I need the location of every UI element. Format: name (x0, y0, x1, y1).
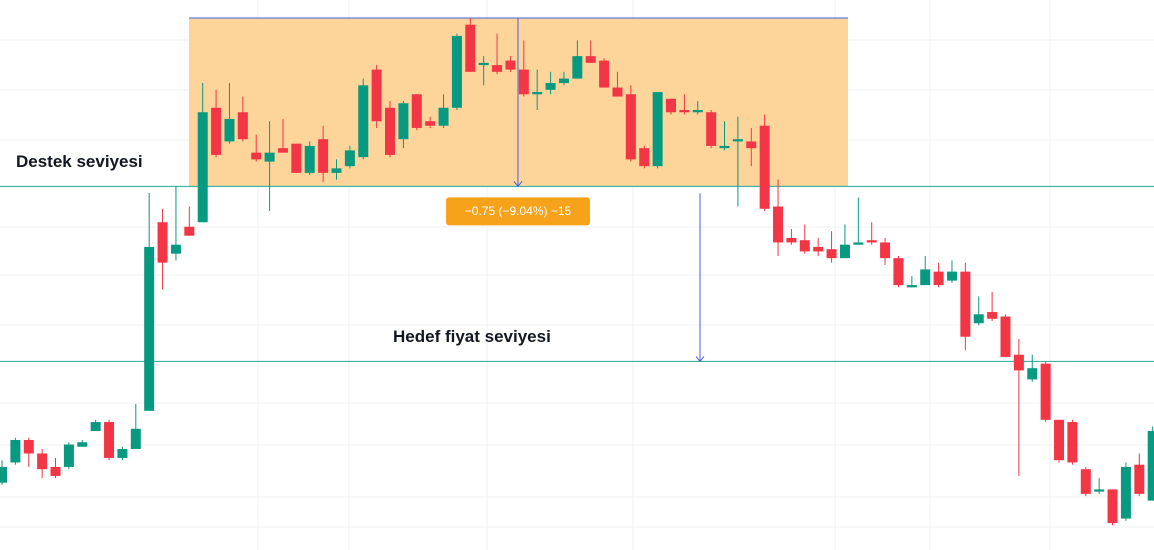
levels-layer (0, 185, 1154, 362)
candle-body (291, 143, 302, 173)
candle-body (960, 271, 971, 337)
candle-body (170, 244, 181, 254)
candle-body (1147, 431, 1154, 501)
candle-body (237, 112, 248, 140)
candle-body (505, 60, 516, 70)
candle-body (1107, 489, 1118, 524)
candle-body (946, 271, 957, 281)
candle-body (0, 466, 7, 483)
candle-body (666, 98, 676, 113)
candle-body (893, 258, 904, 286)
candle-body (492, 65, 503, 72)
candle-body (746, 141, 757, 149)
candle-body (652, 92, 663, 167)
candle-body (973, 314, 984, 324)
candle-body (398, 103, 409, 140)
candle-body (773, 206, 784, 243)
candle-body (1040, 363, 1051, 420)
candle-body (639, 148, 650, 167)
candle-body (532, 92, 543, 95)
candle-body (425, 121, 436, 126)
candle-body (1013, 354, 1024, 371)
candle-body (224, 118, 235, 142)
candle-body (318, 139, 329, 173)
candle-body (211, 107, 222, 155)
candle-body (1094, 489, 1105, 492)
candle-body (558, 78, 569, 84)
candle-body (880, 242, 891, 259)
candle-body (130, 428, 141, 449)
candle-body (692, 110, 703, 113)
overlay-layer: Destek seviyesi Hedef fiyat seviyesi −0.75… (16, 17, 705, 363)
candle-body (157, 222, 168, 263)
measure-label: −0.75 (−9.04%) −15 (465, 204, 572, 218)
candle-body (545, 83, 556, 90)
measure-label-box (446, 197, 590, 226)
arrow-head (695, 356, 705, 363)
candle-body (799, 240, 810, 252)
candle-body (786, 237, 797, 243)
candle-body (117, 448, 128, 458)
candle-body (331, 168, 342, 173)
candle-body (679, 110, 690, 113)
candle-body (304, 145, 315, 173)
candle-body (719, 145, 730, 149)
candle-body (478, 62, 489, 66)
candle-body (612, 87, 623, 97)
candle-body (625, 94, 636, 160)
candle-body (826, 249, 837, 259)
candle-body (866, 240, 877, 243)
candle-body (23, 440, 34, 454)
candles-layer (0, 17, 1154, 526)
candle-body (1120, 466, 1131, 519)
candle-body (451, 35, 462, 108)
candle-body (277, 148, 288, 153)
candle-body (10, 440, 21, 463)
arrow-head (513, 181, 523, 188)
candle-body (465, 24, 476, 72)
candle-body (599, 60, 610, 88)
level-label: Hedef fiyat seviyesi (393, 327, 551, 346)
candle-body (759, 125, 770, 209)
candle-body (63, 444, 74, 467)
candle-body (1000, 316, 1011, 357)
candle-body (1054, 419, 1065, 461)
candle-body (344, 150, 355, 167)
candle-body (251, 152, 262, 160)
candle-body (50, 466, 61, 476)
candle-body (358, 85, 369, 158)
candle-body (90, 422, 101, 432)
candle-body (184, 226, 195, 236)
candle-body (518, 69, 529, 95)
candle-body (572, 56, 583, 79)
candle-body (77, 442, 88, 447)
candle-body (197, 112, 208, 223)
candle-body (853, 242, 864, 245)
candle-body (1027, 368, 1038, 380)
candle-body (1134, 464, 1145, 494)
candle-body (1067, 422, 1078, 463)
candle-body (706, 112, 717, 146)
candle-body (585, 56, 596, 63)
candle-body (839, 244, 850, 259)
candle-body (1080, 469, 1091, 494)
candle-body (104, 422, 115, 458)
candle-body (371, 69, 382, 122)
candle-body (37, 453, 48, 470)
candle-body (813, 246, 824, 252)
candle-body (906, 285, 917, 288)
candle-body (987, 312, 998, 319)
candle-body (144, 246, 155, 411)
candle-body (732, 139, 743, 142)
candle-body (438, 107, 449, 126)
candle-body (264, 152, 275, 162)
candle-body (385, 107, 396, 155)
level-label: Destek seviyesi (16, 152, 143, 171)
candle-body (411, 94, 422, 128)
candle-body (933, 271, 944, 286)
candle-body (920, 269, 931, 286)
